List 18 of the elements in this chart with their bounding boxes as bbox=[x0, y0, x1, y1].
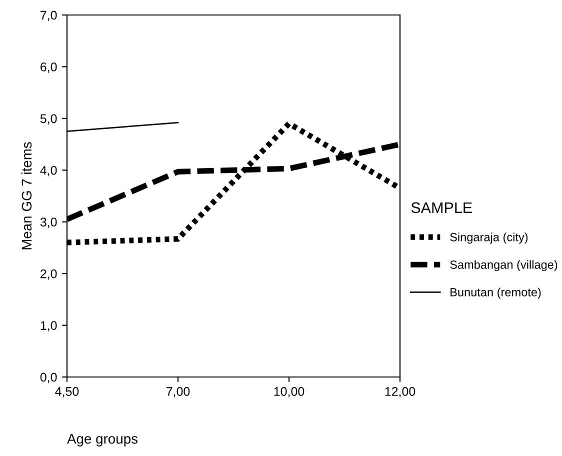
x-tick-label: 10,00 bbox=[274, 387, 304, 398]
y-axis-title: Mean GG 7 items bbox=[21, 142, 32, 250]
y-tick-label: 5,0 bbox=[40, 114, 57, 125]
y-tick-label: 7,0 bbox=[40, 10, 57, 22]
y-tick-label: 3,0 bbox=[40, 218, 57, 228]
y-tick-label: 0,0 bbox=[40, 372, 57, 384]
legend-label: Singaraja (city) bbox=[450, 232, 528, 244]
x-tick-label: 7,00 bbox=[166, 387, 190, 398]
y-tick-label: 1,0 bbox=[40, 321, 57, 332]
legend-title: SAMPLE bbox=[411, 202, 472, 214]
x-axis-title: Age groups bbox=[67, 434, 138, 446]
y-tick-label: 6,0 bbox=[40, 62, 57, 73]
y-tick-label: 2,0 bbox=[40, 269, 57, 280]
x-tick-label: 4,50 bbox=[55, 387, 79, 398]
legend-label: Bunutan (remote) bbox=[450, 288, 541, 299]
legend-label: Sambangan (village) bbox=[450, 260, 558, 272]
x-tick-label: 12,00 bbox=[385, 387, 416, 398]
y-tick-label: 4,0 bbox=[40, 166, 57, 176]
